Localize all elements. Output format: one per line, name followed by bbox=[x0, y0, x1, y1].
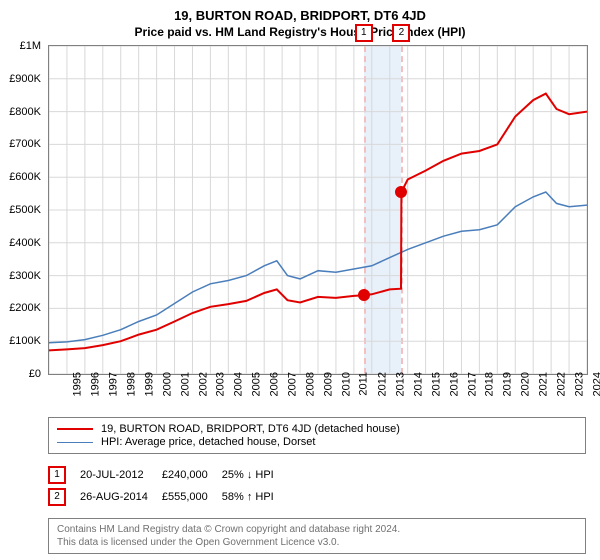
x-axis-label: 2004 bbox=[233, 372, 245, 396]
y-axis-label: £600K bbox=[9, 171, 41, 183]
x-axis-label: 2000 bbox=[161, 372, 173, 396]
x-axis-label: 2024 bbox=[592, 372, 600, 396]
event-price: £240,000 bbox=[162, 464, 222, 486]
legend-label: 19, BURTON ROAD, BRIDPORT, DT6 4JD (deta… bbox=[101, 423, 400, 435]
x-axis-label: 2006 bbox=[269, 372, 281, 396]
sale-point bbox=[358, 289, 370, 301]
x-axis-label: 2023 bbox=[574, 372, 586, 396]
attribution-footer: Contains HM Land Registry data © Crown c… bbox=[48, 518, 586, 554]
legend-swatch bbox=[57, 442, 93, 443]
y-axis-label: £500K bbox=[9, 204, 41, 216]
x-axis-label: 2015 bbox=[430, 372, 442, 396]
event-date: 20-JUL-2012 bbox=[80, 464, 162, 486]
y-axis-label: £700K bbox=[9, 138, 41, 150]
event-marker: 2 bbox=[392, 24, 410, 42]
x-axis-label: 2005 bbox=[251, 372, 263, 396]
y-axis-label: £300K bbox=[9, 270, 41, 282]
x-axis-label: 2020 bbox=[520, 372, 532, 396]
table-row: 2 26-AUG-2014£555,00058% ↑ HPI bbox=[48, 486, 288, 508]
event-marker: 1 bbox=[355, 24, 373, 42]
y-axis-label: £100K bbox=[9, 335, 41, 347]
x-axis-label: 2012 bbox=[376, 372, 388, 396]
y-axis-label: £200K bbox=[9, 302, 41, 314]
x-axis-label: 1995 bbox=[71, 372, 83, 396]
x-axis-label: 2019 bbox=[502, 372, 514, 396]
footer-line: This data is licensed under the Open Gov… bbox=[57, 536, 577, 549]
legend-label: HPI: Average price, detached house, Dors… bbox=[101, 436, 315, 448]
legend-item: 19, BURTON ROAD, BRIDPORT, DT6 4JD (deta… bbox=[57, 423, 577, 435]
x-axis-label: 1998 bbox=[125, 372, 137, 396]
event-price: £555,000 bbox=[162, 486, 222, 508]
x-axis-label: 2013 bbox=[394, 372, 406, 396]
x-axis-label: 2016 bbox=[448, 372, 460, 396]
x-axis-label: 2003 bbox=[215, 372, 227, 396]
price-chart: 12£0£100K£200K£300K£400K£500K£600K£700K£… bbox=[48, 45, 588, 375]
x-axis-label: 2021 bbox=[538, 372, 550, 396]
event-marker: 1 bbox=[48, 466, 66, 484]
x-axis-label: 2010 bbox=[340, 372, 352, 396]
x-axis-label: 2014 bbox=[412, 372, 424, 396]
footer-line: Contains HM Land Registry data © Crown c… bbox=[57, 523, 577, 536]
x-axis-label: 2022 bbox=[556, 372, 568, 396]
x-axis-label: 2017 bbox=[466, 372, 478, 396]
x-axis-label: 1999 bbox=[143, 372, 155, 396]
y-axis-label: £400K bbox=[9, 237, 41, 249]
y-axis-label: £1M bbox=[20, 40, 41, 52]
x-axis-label: 2001 bbox=[179, 372, 191, 396]
x-axis-label: 2011 bbox=[358, 372, 370, 396]
table-row: 1 20-JUL-2012£240,00025% ↓ HPI bbox=[48, 464, 288, 486]
x-axis-label: 2002 bbox=[197, 372, 209, 396]
x-axis-label: 2018 bbox=[484, 372, 496, 396]
x-axis-label: 1996 bbox=[89, 372, 101, 396]
legend-swatch bbox=[57, 428, 93, 430]
x-axis-label: 2008 bbox=[305, 372, 317, 396]
x-axis-label: 2009 bbox=[323, 372, 335, 396]
sale-events-table: 1 20-JUL-2012£240,00025% ↓ HPI 2 26-AUG-201… bbox=[48, 464, 588, 508]
y-axis-label: £0 bbox=[29, 368, 41, 380]
event-date: 26-AUG-2014 bbox=[80, 486, 162, 508]
event-marker: 2 bbox=[48, 488, 66, 506]
event-delta: 58% ↑ HPI bbox=[222, 486, 288, 508]
x-axis-label: 1997 bbox=[107, 372, 119, 396]
y-axis-label: £800K bbox=[9, 106, 41, 118]
x-axis-label: 2007 bbox=[287, 372, 299, 396]
chart-svg bbox=[49, 46, 587, 374]
legend-item: HPI: Average price, detached house, Dors… bbox=[57, 436, 577, 448]
sale-point bbox=[395, 186, 407, 198]
page-subtitle: Price paid vs. HM Land Registry's House … bbox=[12, 25, 588, 39]
legend: 19, BURTON ROAD, BRIDPORT, DT6 4JD (deta… bbox=[48, 417, 586, 454]
page-title: 19, BURTON ROAD, BRIDPORT, DT6 4JD bbox=[12, 8, 588, 23]
y-axis-label: £900K bbox=[9, 73, 41, 85]
event-delta: 25% ↓ HPI bbox=[222, 464, 288, 486]
